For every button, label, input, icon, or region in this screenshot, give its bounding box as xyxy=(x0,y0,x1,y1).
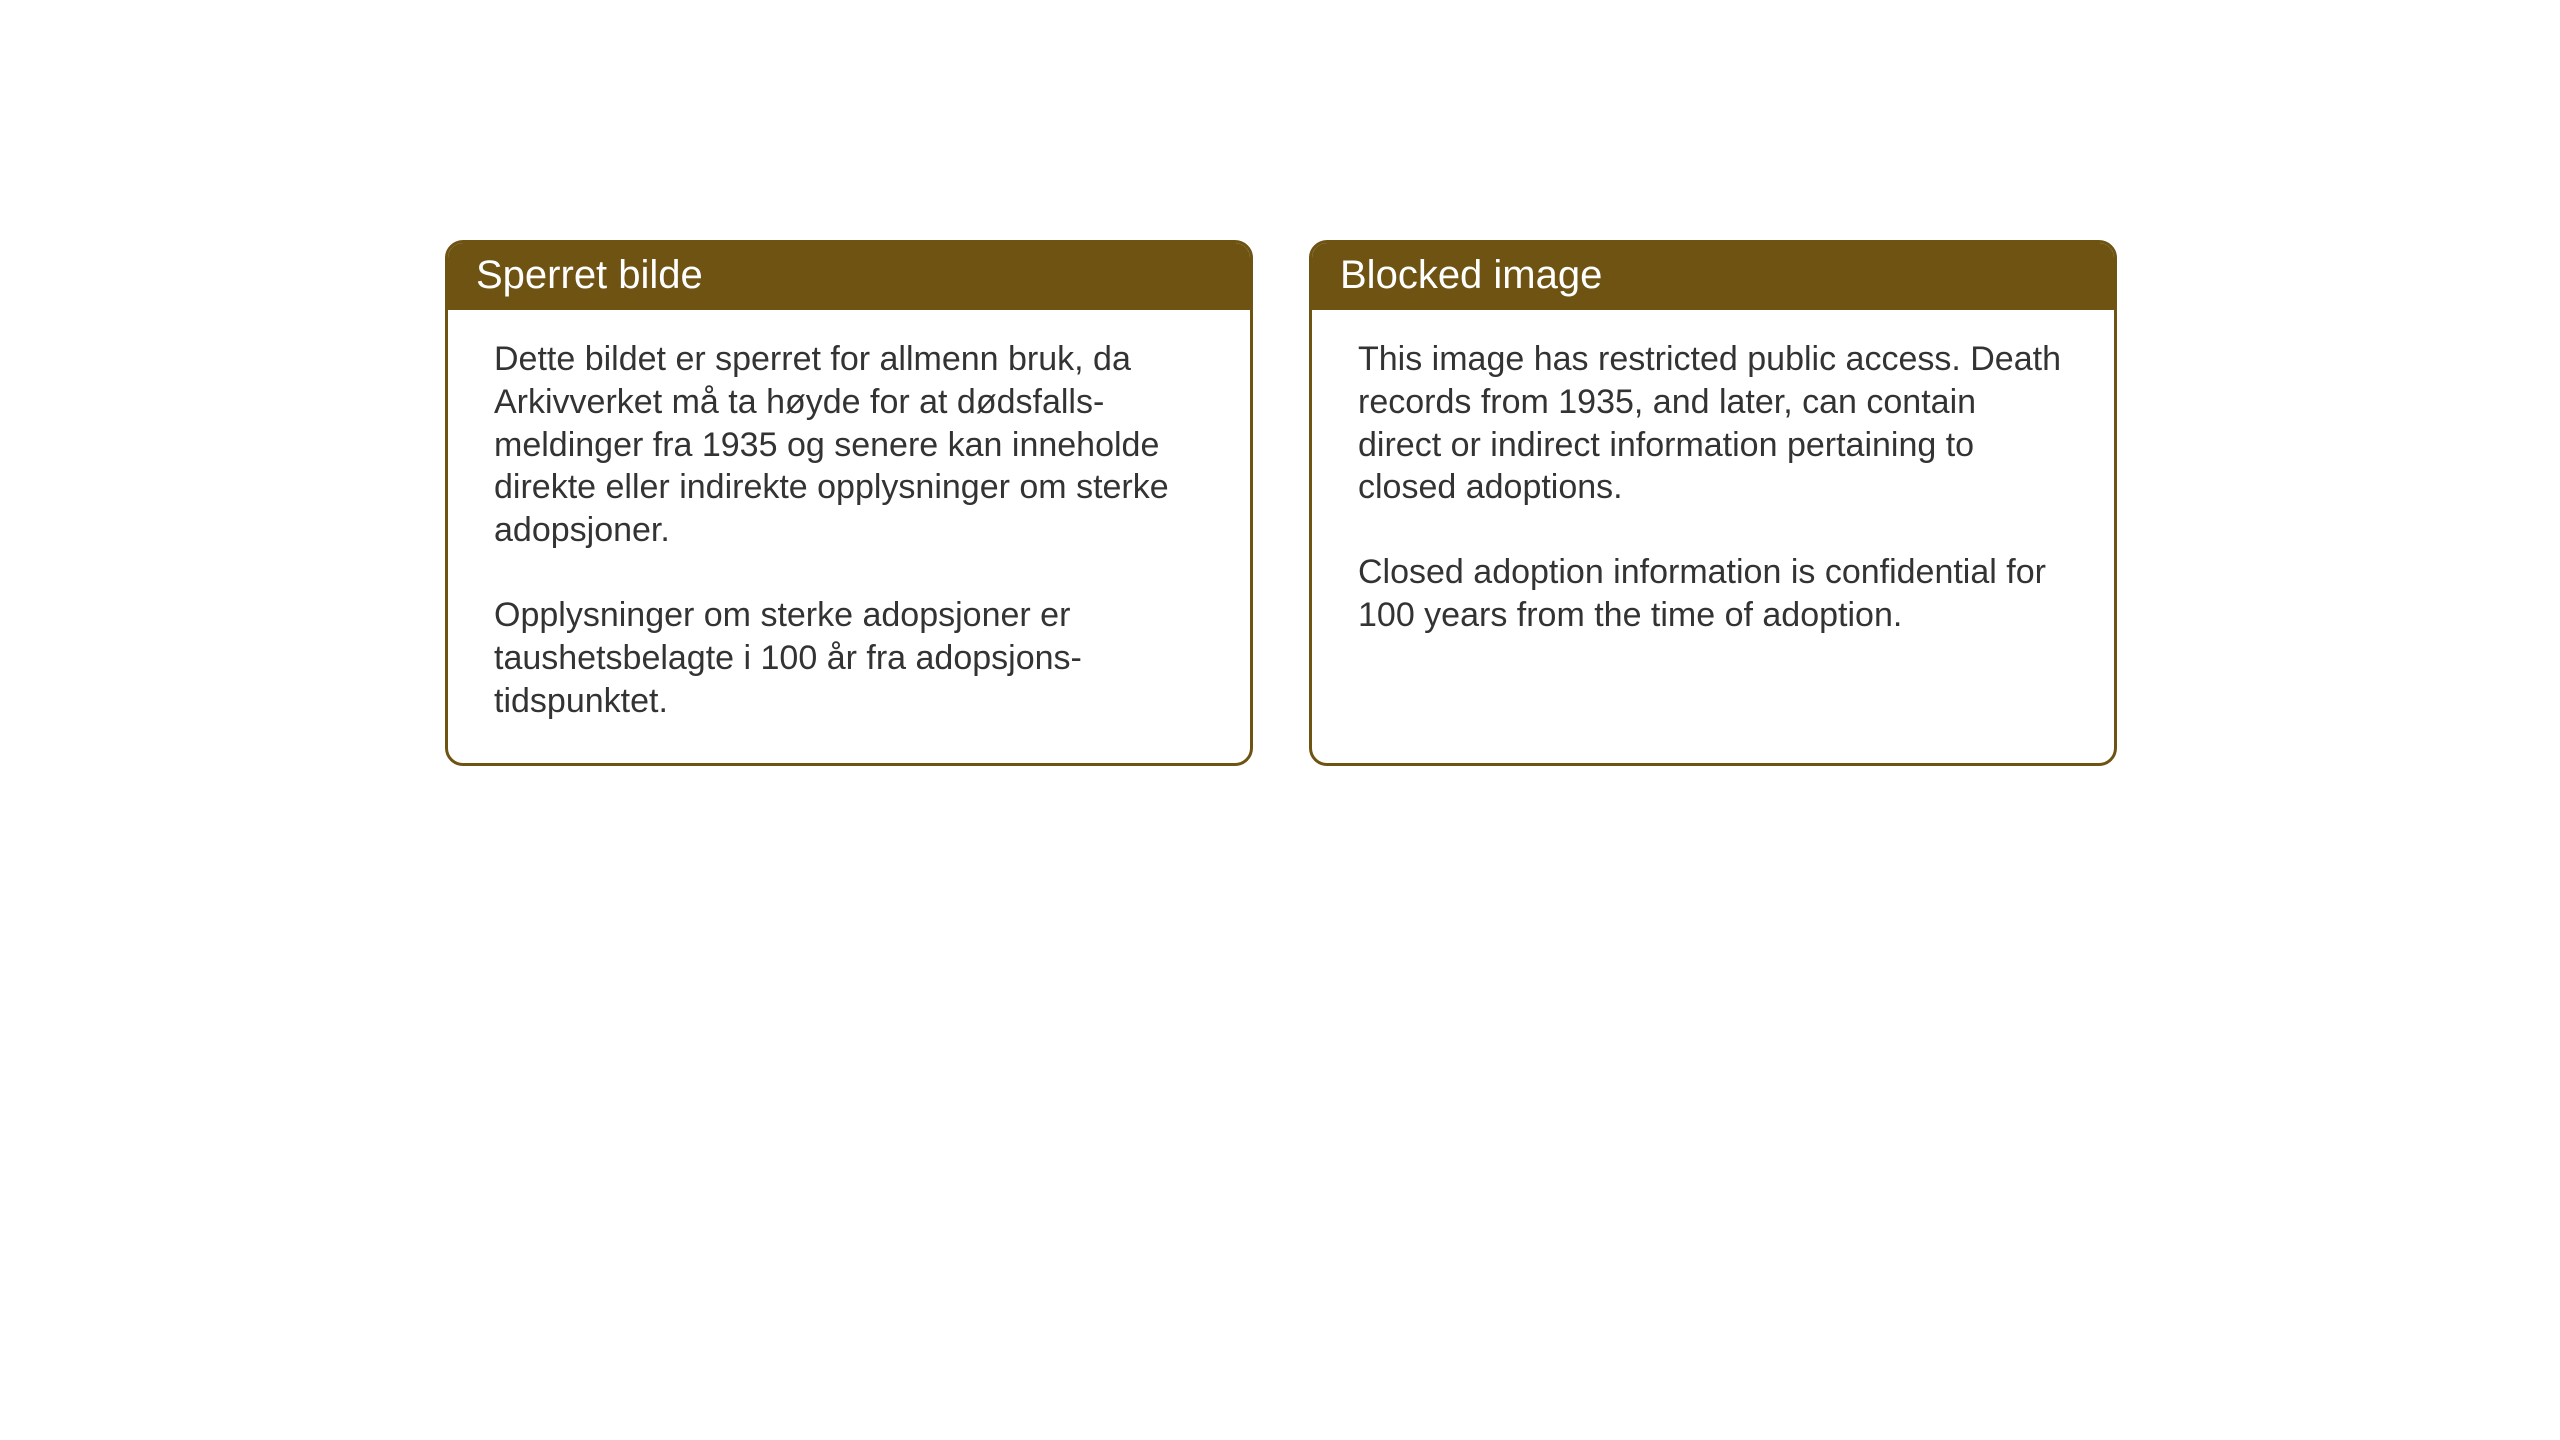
english-card-title: Blocked image xyxy=(1312,243,2114,310)
english-notice-card: Blocked image This image has restricted … xyxy=(1309,240,2117,766)
english-paragraph-1: This image has restricted public access.… xyxy=(1358,338,2068,509)
norwegian-paragraph-1: Dette bildet er sperret for allmenn bruk… xyxy=(494,338,1204,552)
norwegian-card-body: Dette bildet er sperret for allmenn bruk… xyxy=(448,310,1250,763)
norwegian-paragraph-2: Opplysninger om sterke adopsjoner er tau… xyxy=(494,594,1204,722)
notice-container: Sperret bilde Dette bildet er sperret fo… xyxy=(445,240,2117,766)
norwegian-card-title: Sperret bilde xyxy=(448,243,1250,310)
english-card-body: This image has restricted public access.… xyxy=(1312,310,2114,677)
norwegian-notice-card: Sperret bilde Dette bildet er sperret fo… xyxy=(445,240,1253,766)
english-paragraph-2: Closed adoption information is confident… xyxy=(1358,551,2068,637)
